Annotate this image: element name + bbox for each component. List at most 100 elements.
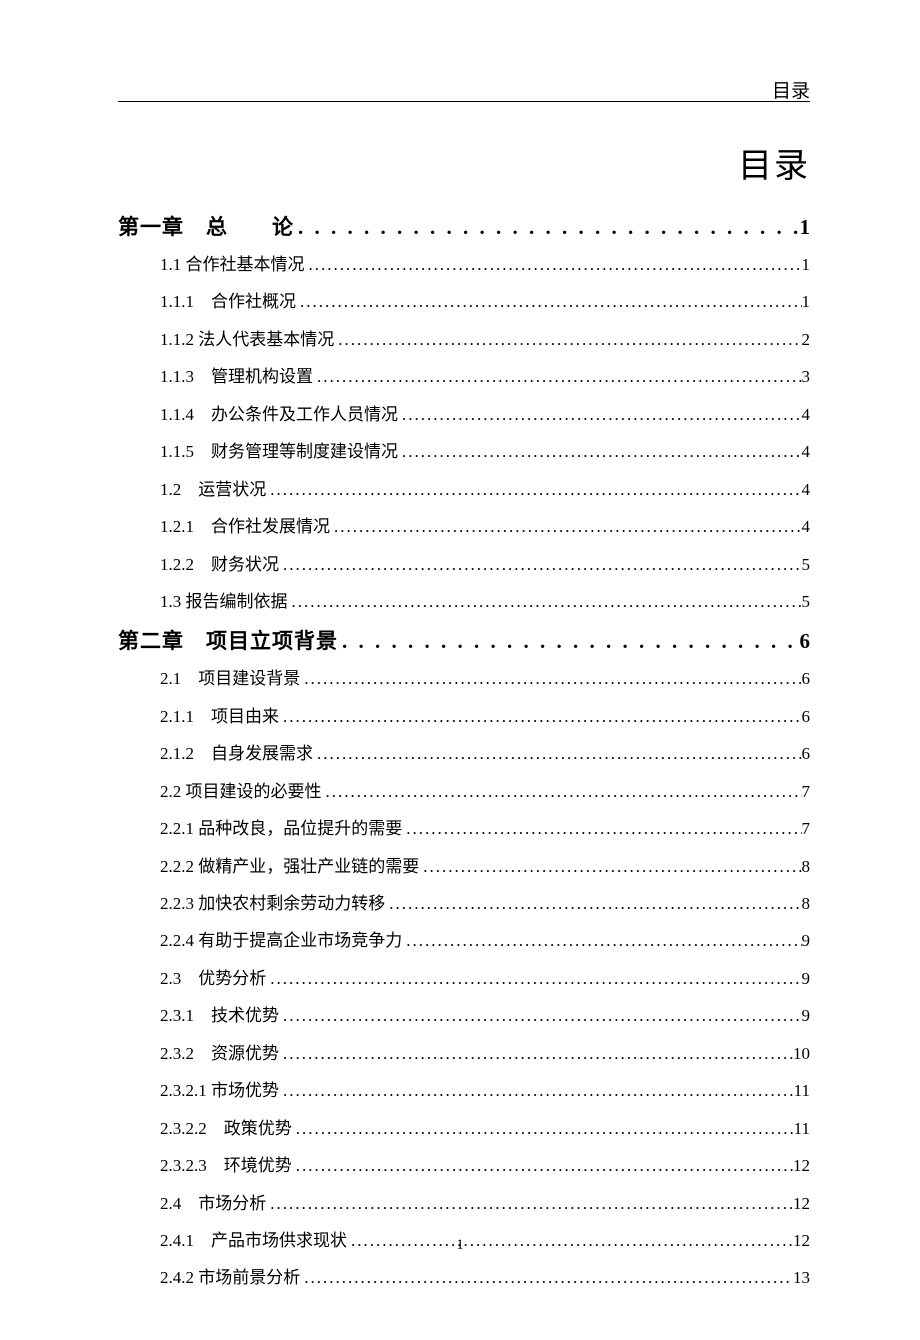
toc-page: 2 (802, 324, 811, 355)
toc-page: 4 (802, 511, 811, 542)
header-rule: 目录 (118, 78, 810, 102)
toc-leader: . . . . . . . . . . . . . . . . . . . . … (338, 629, 800, 654)
toc-entry: 1.1 合作社基本情况.............................… (118, 249, 810, 280)
toc-leader: ........................................… (385, 888, 801, 919)
toc-label: 2.3.2.3 环境优势 (160, 1150, 292, 1181)
toc-page: 6 (800, 629, 811, 654)
toc-page: 11 (794, 1075, 810, 1106)
toc-entry: 1.1.5 财务管理等制度建设情况.......................… (118, 436, 810, 467)
toc-leader: . . . . . . . . . . . . . . . . . . . . … (294, 215, 800, 240)
toc-entry: 1.1.3 管理机构设置............................… (118, 361, 810, 392)
toc-leader: ........................................… (288, 586, 802, 617)
toc-entry: 1.2 运营状况................................… (118, 474, 810, 505)
table-of-contents: 第一章 总 论. . . . . . . . . . . . . . . . .… (118, 211, 810, 1294)
toc-entry: 1.2.1 合作社发展情况...........................… (118, 511, 810, 542)
toc-chapter: 第二章 项目立项背景. . . . . . . . . . . . . . . … (118, 625, 810, 655)
toc-entry: 2.3.2.1 市场优势............................… (118, 1075, 810, 1106)
toc-label: 2.2 项目建设的必要性 (160, 776, 322, 807)
toc-label: 1.1.4 办公条件及工作人员情况 (160, 399, 398, 430)
page-number: 1 (0, 1237, 920, 1254)
toc-page: 4 (802, 399, 811, 430)
toc-page: 5 (802, 549, 811, 580)
toc-entry: 2.2.3 加快农村剩余劳动力转移.......................… (118, 888, 810, 919)
toc-page: 8 (802, 851, 811, 882)
toc-leader: ........................................… (334, 324, 801, 355)
toc-page: 4 (802, 436, 811, 467)
toc-leader: ........................................… (313, 361, 802, 392)
toc-entry: 2.2.4 有助于提高企业市场竞争力......................… (118, 925, 810, 956)
toc-entry: 2.3.2.3 环境优势............................… (118, 1150, 810, 1181)
toc-label: 1.2.2 财务状况 (160, 549, 279, 580)
toc-entry: 2.4.2 市场前景分析............................… (118, 1262, 810, 1293)
toc-label: 2.3.2.2 政策优势 (160, 1113, 292, 1144)
toc-leader: ........................................… (398, 399, 802, 430)
toc-entry: 1.1.2 法人代表基本情况..........................… (118, 324, 810, 355)
toc-entry: 1.2.2 财务状况..............................… (118, 549, 810, 580)
toc-chapter: 第一章 总 论. . . . . . . . . . . . . . . . .… (118, 211, 810, 241)
toc-entry: 2.4 市场分析................................… (118, 1188, 810, 1219)
toc-label: 2.1 项目建设背景 (160, 663, 300, 694)
toc-page: 1 (802, 286, 811, 317)
toc-label: 1.2.1 合作社发展情况 (160, 511, 330, 542)
toc-label: 2.3.1 技术优势 (160, 1000, 279, 1031)
toc-leader: ........................................… (292, 1150, 793, 1181)
toc-page: 10 (793, 1038, 810, 1069)
toc-leader: ........................................… (279, 1000, 802, 1031)
toc-label: 2.3.2 资源优势 (160, 1038, 279, 1069)
toc-page: 9 (802, 963, 811, 994)
toc-leader: ........................................… (266, 1188, 793, 1219)
header-label: 目录 (772, 76, 810, 103)
toc-label: 2.2.4 有助于提高企业市场竞争力 (160, 925, 402, 956)
toc-leader: ........................................… (266, 474, 801, 505)
toc-label: 2.1.2 自身发展需求 (160, 738, 313, 769)
toc-leader: ........................................… (279, 549, 802, 580)
toc-entry: 2.2 项目建设的必要性............................… (118, 776, 810, 807)
toc-label: 2.2.2 做精产业，强壮产业链的需要 (160, 851, 419, 882)
toc-leader: ........................................… (279, 701, 802, 732)
toc-leader: ........................................… (419, 851, 801, 882)
toc-entry: 2.2.1 品种改良，品位提升的需要......................… (118, 813, 810, 844)
toc-label: 第一章 总 论 (118, 211, 294, 241)
document-page: 目录 目录 第一章 总 论. . . . . . . . . . . . . .… (0, 0, 920, 1340)
toc-entry: 2.3 优势分析................................… (118, 963, 810, 994)
toc-leader: ........................................… (330, 511, 802, 542)
toc-leader: ........................................… (313, 738, 802, 769)
toc-label: 1.2 运营状况 (160, 474, 266, 505)
toc-label: 1.1.3 管理机构设置 (160, 361, 313, 392)
toc-page: 11 (794, 1113, 810, 1144)
toc-label: 2.2.3 加快农村剩余劳动力转移 (160, 888, 385, 919)
toc-label: 1.1.2 法人代表基本情况 (160, 324, 334, 355)
toc-page: 5 (802, 586, 811, 617)
toc-label: 1.1.5 财务管理等制度建设情况 (160, 436, 398, 467)
toc-label: 2.3.2.1 市场优势 (160, 1075, 279, 1106)
toc-entry: 1.1.1 合作社概况.............................… (118, 286, 810, 317)
toc-page: 7 (802, 776, 811, 807)
toc-label: 1.3 报告编制依据 (160, 586, 288, 617)
toc-entry: 2.3.2.2 政策优势............................… (118, 1113, 810, 1144)
toc-entry: 1.1.4 办公条件及工作人员情况.......................… (118, 399, 810, 430)
toc-label: 1.1.1 合作社概况 (160, 286, 296, 317)
page-title: 目录 (118, 138, 810, 187)
toc-page: 12 (793, 1150, 810, 1181)
toc-entry: 2.3.2 资源优势..............................… (118, 1038, 810, 1069)
toc-page: 6 (802, 738, 811, 769)
toc-page: 4 (802, 474, 811, 505)
toc-leader: ........................................… (296, 286, 802, 317)
toc-page: 9 (802, 1000, 811, 1031)
toc-leader: ........................................… (266, 963, 801, 994)
toc-entry: 2.2.2 做精产业，强壮产业链的需要.....................… (118, 851, 810, 882)
toc-label: 第二章 项目立项背景 (118, 625, 338, 655)
toc-entry: 1.3 报告编制依据..............................… (118, 586, 810, 617)
toc-leader: ........................................… (402, 925, 801, 956)
toc-entry: 2.3.1 技术优势..............................… (118, 1000, 810, 1031)
toc-entry: 2.1.2 自身发展需求............................… (118, 738, 810, 769)
toc-leader: ........................................… (322, 776, 802, 807)
toc-page: 12 (793, 1188, 810, 1219)
toc-page: 6 (802, 663, 811, 694)
toc-page: 9 (802, 925, 811, 956)
toc-label: 2.1.1 项目由来 (160, 701, 279, 732)
toc-leader: ........................................… (305, 249, 802, 280)
toc-page: 7 (802, 813, 811, 844)
toc-leader: ........................................… (279, 1038, 793, 1069)
toc-page: 1 (800, 215, 811, 240)
